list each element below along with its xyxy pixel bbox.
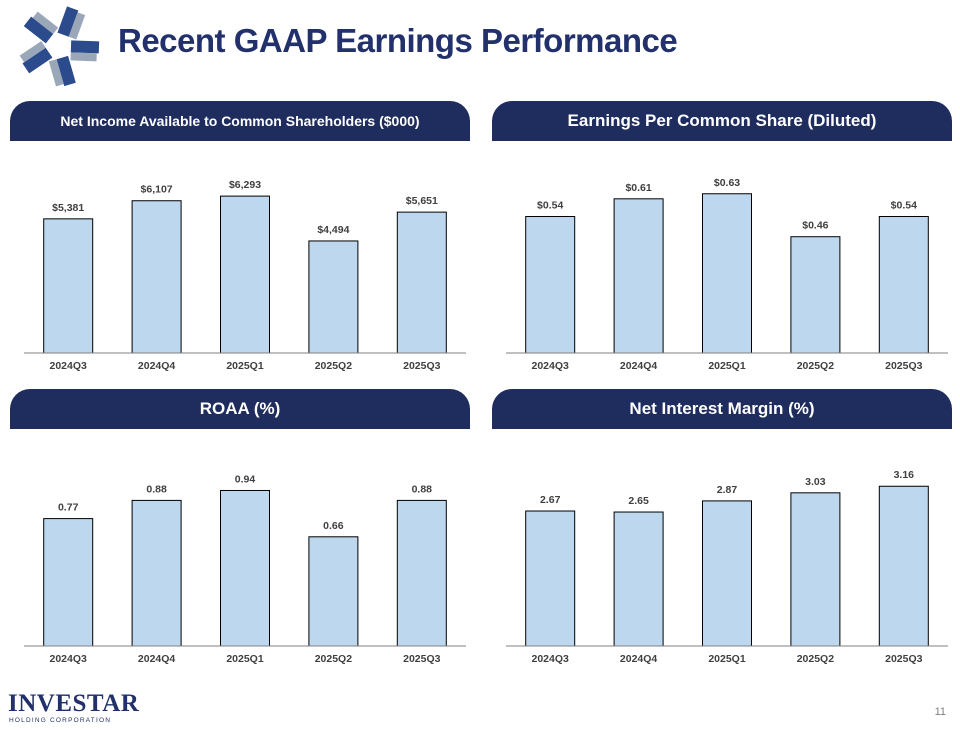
brand-subtitle: HOLDING CORPORATION: [9, 717, 112, 724]
data-label: 0.94: [235, 473, 256, 485]
data-label: $4,494: [317, 224, 349, 236]
data-label: $0.54: [537, 200, 563, 212]
roaa-panel-header: ROAA (%): [10, 389, 470, 429]
data-label: 2.87: [717, 484, 738, 496]
x-tick-label: 2025Q2: [315, 360, 353, 371]
eps-panel-header: Earnings Per Common Share (Diluted): [492, 101, 952, 141]
nim-panel: Net Interest Margin (%) 2.67 2024Q3 2.65 20…: [492, 389, 952, 665]
x-tick-label: 2025Q1: [708, 360, 746, 371]
bar-2025q3: [396, 499, 447, 647]
data-label: $0.61: [625, 182, 651, 194]
net-income-chart: $5,381 2024Q3 $6,107 2024Q4 $6,293 2025Q1 $4,4…: [24, 179, 466, 371]
page-title: Recent GAAP Earnings Performance: [118, 22, 678, 59]
nim-chart: 2.67 2024Q3 2.65 2024Q4 2.87 2025Q1 3.03 2025Q2…: [506, 469, 948, 665]
x-tick-label: 2025Q3: [885, 653, 923, 665]
bar-2025q2: [308, 240, 359, 354]
x-tick-label: 2025Q3: [403, 360, 441, 371]
x-tick-label: 2025Q1: [226, 360, 264, 371]
bar-2024q4: [613, 198, 664, 354]
x-tick-label: 2025Q2: [797, 360, 835, 371]
data-label: $6,107: [141, 184, 173, 196]
x-tick-label: 2025Q2: [315, 653, 353, 665]
data-label: $6,293: [229, 179, 261, 191]
nim-panel-header: Net Interest Margin (%): [492, 389, 952, 429]
eps-panel: Earnings Per Common Share (Diluted) $0.5…: [492, 101, 952, 371]
bar-2025q2: [790, 236, 841, 354]
data-label: $0.63: [714, 177, 740, 189]
roaa-chart: 0.77 2024Q3 0.88 2024Q4 0.94 2025Q1 0.66 2025Q2…: [24, 473, 466, 665]
data-label: 3.03: [805, 476, 826, 488]
bar-2024q3: [43, 218, 94, 354]
bar-2024q3: [525, 510, 576, 647]
data-label: $5,381: [52, 202, 84, 214]
eps-chart-title: Earnings Per Common Share (Diluted): [567, 111, 877, 130]
bar-2025q1: [220, 195, 270, 354]
x-tick-label: 2024Q3: [532, 653, 570, 665]
data-label: 2.67: [540, 494, 561, 506]
bar-2024q3: [43, 518, 94, 647]
bar-2024q4: [131, 499, 182, 647]
roaa-chart-title: ROAA (%): [199, 399, 281, 418]
x-tick-label: 2024Q4: [620, 653, 658, 665]
bar-2025q2: [790, 492, 841, 647]
x-tick-label: 2024Q4: [138, 653, 176, 665]
data-label: 3.16: [894, 469, 915, 481]
x-tick-label: 2024Q4: [138, 360, 176, 371]
nim-chart-title: Net Interest Margin (%): [629, 399, 815, 418]
bar-2024q4: [613, 511, 664, 647]
bar-2025q1: [702, 500, 752, 647]
eps-chart: $0.54 2024Q3 $0.61 2024Q4 $0.63 2025Q1 $0.46 20…: [506, 177, 948, 371]
net-income-panel: Net Income Available to Common Sharehold…: [10, 101, 470, 371]
bar-2025q3: [878, 485, 929, 647]
x-tick-label: 2024Q4: [620, 360, 658, 371]
data-label: 0.77: [58, 502, 79, 514]
page-number: 11: [934, 706, 946, 718]
x-tick-label: 2025Q3: [403, 653, 441, 665]
x-tick-label: 2024Q3: [50, 360, 88, 371]
net-income-chart-title: Net Income Available to Common Sharehold…: [60, 113, 420, 129]
data-label: 2.65: [628, 495, 649, 507]
data-label: $5,651: [406, 195, 438, 207]
company-star-logo: [14, 6, 105, 88]
data-label: 0.88: [146, 483, 167, 495]
x-tick-label: 2025Q1: [226, 653, 264, 665]
bar-2025q1: [220, 489, 270, 647]
bar-2025q1: [702, 193, 752, 354]
data-label: 0.66: [323, 520, 344, 532]
brand-wordmark: INVESTAR: [8, 690, 140, 717]
bar-2024q3: [525, 216, 576, 354]
bar-2025q2: [308, 536, 359, 647]
x-tick-label: 2024Q3: [50, 653, 88, 665]
data-label: 0.88: [412, 483, 433, 495]
x-tick-label: 2024Q3: [532, 360, 570, 371]
data-label: $0.46: [802, 220, 828, 232]
bar-2025q3: [878, 216, 929, 354]
x-tick-label: 2025Q2: [797, 653, 835, 665]
data-label: $0.54: [891, 200, 917, 212]
net-income-panel-header: Net Income Available to Common Sharehold…: [10, 101, 470, 141]
bar-2024q4: [131, 200, 182, 354]
roaa-panel: ROAA (%) 0.77 2024Q3 0.88 2024Q4 0.94 2025Q1 0…: [10, 389, 470, 665]
x-tick-label: 2025Q1: [708, 653, 746, 665]
bar-2025q3: [396, 211, 447, 354]
x-tick-label: 2025Q3: [885, 360, 923, 371]
